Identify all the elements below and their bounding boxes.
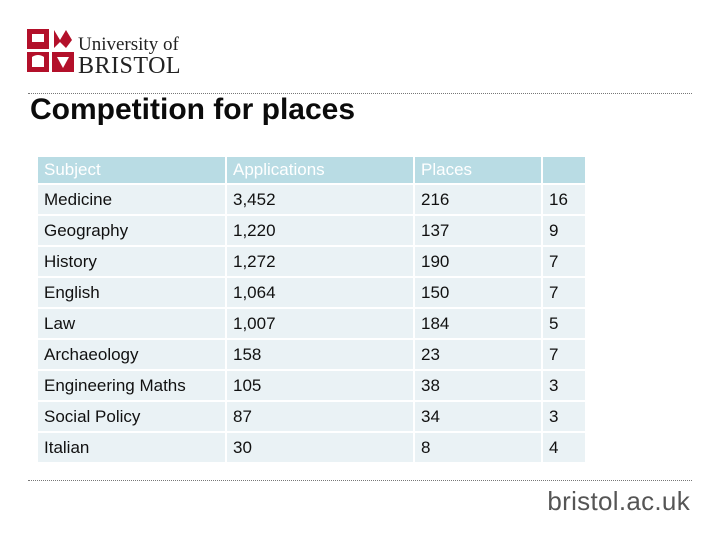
cell-subject: Italian (38, 432, 227, 464)
table-row: Italian 30 8 4 (38, 432, 587, 464)
cell-applications: 30 (226, 432, 415, 464)
table-row: Archaeology 158 23 7 (38, 339, 587, 371)
cell-ratio: 16 (542, 184, 587, 216)
cell-ratio: 5 (542, 308, 587, 340)
university-crest-icon (27, 29, 74, 72)
header-row: Subject Applications Places (38, 157, 587, 185)
cell-applications: 1,272 (226, 246, 415, 278)
cell-applications: 1,007 (226, 308, 415, 340)
table-row: Law 1,007 184 5 (38, 308, 587, 340)
site-url: bristol.ac.uk (547, 486, 690, 516)
cell-ratio: 3 (542, 401, 587, 433)
cell-places: 8 (414, 432, 543, 464)
table-row: English 1,064 150 7 (38, 277, 587, 309)
bottom-divider (28, 480, 692, 481)
cell-places: 23 (414, 339, 543, 371)
cell-ratio: 4 (542, 432, 587, 464)
logo-text-university-of: University of (78, 34, 179, 55)
cell-ratio: 3 (542, 370, 587, 402)
header-ratio (542, 157, 587, 185)
cell-subject: Social Policy (38, 401, 227, 433)
header-applications: Applications (226, 157, 415, 185)
cell-subject: Geography (38, 215, 227, 247)
top-divider (28, 93, 692, 94)
cell-applications: 158 (226, 339, 415, 371)
cell-places: 184 (414, 308, 543, 340)
cell-subject: Medicine (38, 184, 227, 216)
table-row: Geography 1,220 137 9 (38, 215, 587, 247)
table-row: Medicine 3,452 216 16 (38, 184, 587, 216)
cell-subject: Law (38, 308, 227, 340)
cell-subject: Archaeology (38, 339, 227, 371)
cell-subject: History (38, 246, 227, 278)
cell-ratio: 7 (542, 246, 587, 278)
cell-ratio: 9 (542, 215, 587, 247)
cell-applications: 105 (226, 370, 415, 402)
cell-applications: 87 (226, 401, 415, 433)
slide-title: Competition for places (30, 93, 356, 126)
header-places: Places (414, 157, 543, 185)
cell-applications: 3,452 (226, 184, 415, 216)
competition-table: Subject Applications Places Medicine 3,4… (38, 157, 587, 464)
logo-text-bristol: BRISTOL (78, 53, 182, 79)
table-row: History 1,272 190 7 (38, 246, 587, 278)
header-subject: Subject (38, 157, 227, 185)
cell-places: 216 (414, 184, 543, 216)
cell-ratio: 7 (542, 277, 587, 309)
cell-subject: English (38, 277, 227, 309)
cell-subject: Engineering Maths (38, 370, 227, 402)
cell-ratio: 7 (542, 339, 587, 371)
table-row: Engineering Maths 105 38 3 (38, 370, 587, 402)
table-body: Medicine 3,452 216 16 Geography 1,220 13… (38, 184, 587, 464)
cell-places: 150 (414, 277, 543, 309)
cell-places: 38 (414, 370, 543, 402)
cell-places: 137 (414, 215, 543, 247)
cell-places: 34 (414, 401, 543, 433)
university-logo: University of BRISTOL (26, 26, 196, 79)
table-header: Subject Applications Places (38, 157, 587, 185)
cell-applications: 1,064 (226, 277, 415, 309)
cell-applications: 1,220 (226, 215, 415, 247)
table-row: Social Policy 87 34 3 (38, 401, 587, 433)
cell-places: 190 (414, 246, 543, 278)
